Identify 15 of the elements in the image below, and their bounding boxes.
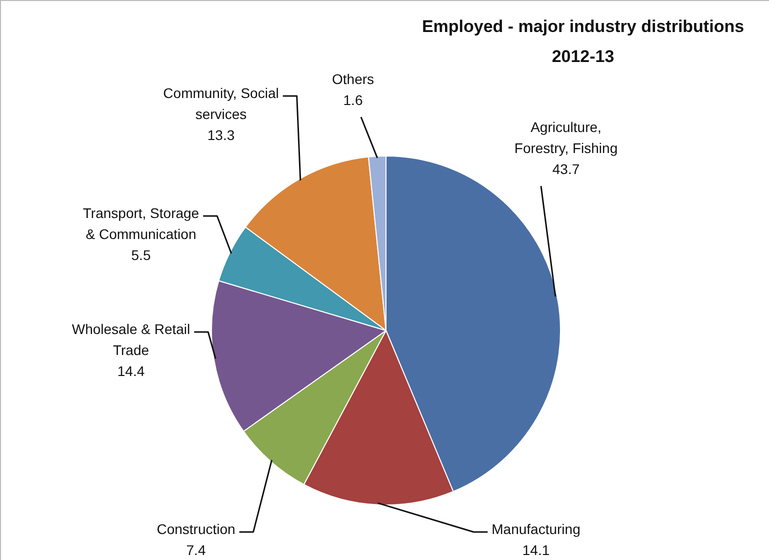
data-label: 13.3	[207, 126, 235, 143]
slice-label: Manufacturing	[492, 520, 580, 537]
slice-label: Others	[332, 70, 374, 87]
slice-label: Community, Social services	[163, 84, 279, 122]
slice-label: Transport, Storage & Communication	[82, 204, 200, 242]
slice-label: Construction	[156, 520, 236, 537]
data-label: 5.5	[131, 246, 151, 263]
slice-label: Wholesale & Retail Trade	[72, 320, 190, 358]
data-label: 1.6	[343, 92, 363, 108]
chart-title: Employed - major industry distributions 2012-13	[422, 17, 744, 66]
slice-label: Agriculture, Forestry, Fishing	[514, 118, 618, 156]
data-label: 43.7	[552, 160, 580, 177]
data-label: 14.1	[522, 542, 550, 558]
data-label: 14.4	[117, 362, 145, 379]
data-label: 7.4	[186, 542, 206, 558]
